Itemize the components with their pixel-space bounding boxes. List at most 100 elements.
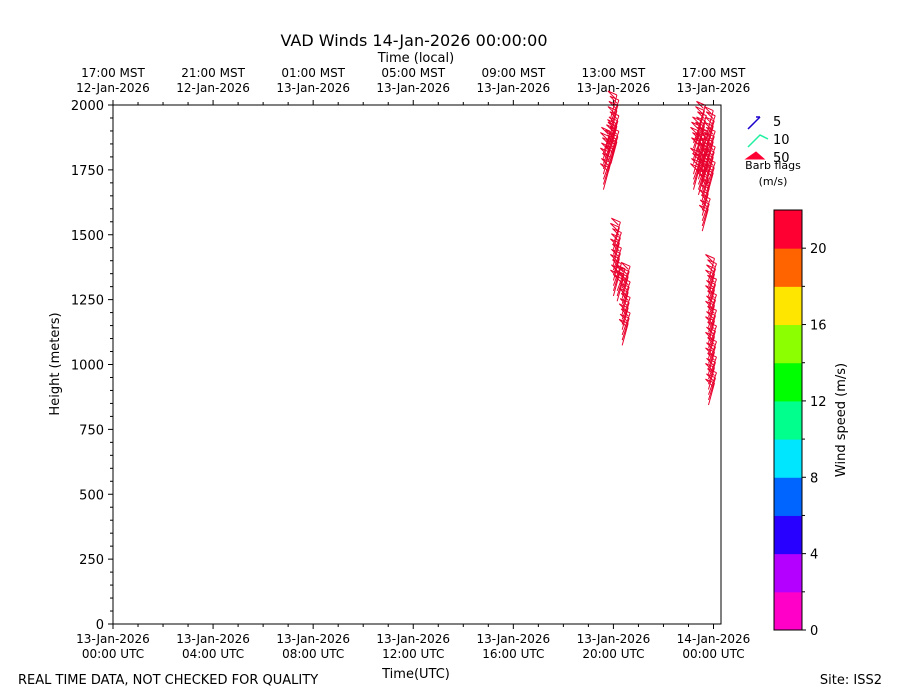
barb-staff <box>621 276 629 299</box>
barb-staff <box>612 247 622 271</box>
barb-staff <box>708 294 717 317</box>
barb-staff <box>610 105 619 128</box>
barb-staff <box>708 330 716 354</box>
wind-barb <box>610 222 620 250</box>
barb-staff <box>708 367 715 390</box>
x-tick-label-time: 08:00 UTC <box>282 647 344 661</box>
wind-barb <box>695 106 705 133</box>
barb-staff <box>706 146 716 170</box>
barb-staff <box>612 232 622 255</box>
wind-barb <box>601 126 611 154</box>
wind-barb <box>620 261 631 289</box>
colorbar-tick-label: 0 <box>810 624 818 639</box>
barb-staff <box>706 110 714 133</box>
barb-staff <box>708 341 717 364</box>
barb-staff <box>602 131 611 154</box>
wind-barb <box>703 106 714 133</box>
barb-flag <box>615 264 626 273</box>
barb-staff <box>698 136 706 159</box>
barb-staff <box>706 141 714 164</box>
y-tick-label: 750 <box>79 423 104 438</box>
barb-staff <box>610 141 618 164</box>
barb-legend-entry: 10 <box>747 133 790 148</box>
barb-staff <box>621 302 630 325</box>
barb-staff <box>708 284 716 307</box>
barb-staff <box>708 320 715 343</box>
barb-staff <box>701 177 709 201</box>
colorbar-segment <box>774 362 802 402</box>
top-tick-label-date: 13-Jan-2026 <box>677 81 751 95</box>
barb-staff <box>621 307 629 330</box>
barb-staff <box>616 268 626 292</box>
barb-staff <box>706 151 715 175</box>
barb-legend-units: (m/s) <box>759 175 788 188</box>
barb-legend-label: 5 <box>773 115 781 130</box>
barb-staff <box>706 172 714 195</box>
chart-title: VAD Winds 14-Jan-2026 00:00:00 <box>280 31 547 50</box>
barb-staff <box>708 268 716 292</box>
x-tick-label-time: 04:00 UTC <box>182 647 244 661</box>
colorbar-label: Wind speed (m/s) <box>834 363 849 477</box>
x-axis-label: Time(UTC) <box>381 667 450 682</box>
barb-staff <box>706 162 716 185</box>
barb-staff <box>697 141 705 164</box>
barb-flag <box>696 100 706 109</box>
barb-staff <box>708 305 715 328</box>
barb-staff <box>708 325 717 349</box>
x-tick-label-date: 13-Jan-2026 <box>477 632 551 646</box>
wind-barb <box>696 100 706 128</box>
barb-staff <box>706 120 715 144</box>
colorbar-segment <box>774 591 802 631</box>
barb-staff <box>708 310 717 333</box>
barb-legend-entry: 50 <box>744 151 790 166</box>
top-axis-label: Time (local) <box>377 51 454 66</box>
barb-staff <box>698 105 706 128</box>
barb-staff <box>612 258 620 281</box>
barb-staff <box>706 167 715 190</box>
barb-staff <box>698 115 707 138</box>
barb-legend-swatch <box>747 116 761 130</box>
barb-staff <box>612 263 622 286</box>
barb-flag <box>618 272 629 281</box>
colorbar-tick-label: 16 <box>810 319 827 334</box>
plot-area-frame <box>112 104 722 625</box>
barb-staff <box>708 289 715 312</box>
barb-staff <box>708 315 716 338</box>
barb-staff <box>612 273 620 297</box>
barb-staff <box>621 292 629 315</box>
barb-legend-label: 50 <box>773 151 790 166</box>
barb-staff <box>701 209 709 232</box>
barb-staff <box>708 263 717 286</box>
colorbar-segment <box>774 553 802 593</box>
wind-barb <box>619 267 630 294</box>
barb-staff <box>708 346 716 369</box>
wind-barb <box>611 217 621 245</box>
y-axis-label: Height (meters) <box>48 312 63 415</box>
barb-staff <box>621 297 631 320</box>
y-tick-label: 1500 <box>71 229 104 244</box>
colorbar-tick-label: 12 <box>810 395 827 410</box>
barb-staff <box>616 273 625 297</box>
barb-staff <box>708 336 715 359</box>
barb-staff <box>602 136 610 159</box>
site-label: Site: ISS2 <box>819 673 882 688</box>
barb-staff <box>706 115 716 138</box>
barb-flag <box>703 106 714 114</box>
barb-staff <box>612 237 621 260</box>
top-tick-label-date: 12-Jan-2026 <box>176 81 250 95</box>
wind-barb <box>618 272 629 299</box>
barb-staff <box>612 242 620 266</box>
barb-staff <box>708 372 717 395</box>
wind-barb <box>600 132 610 159</box>
barb-staff <box>610 110 618 133</box>
barb-staff <box>610 120 619 144</box>
top-tick-label-time: 13:00 MST <box>582 66 646 80</box>
barb-flag <box>610 222 620 231</box>
top-tick-label-time: 05:00 MST <box>381 66 445 80</box>
colorbar-segment <box>774 477 802 516</box>
x-tick-label-time: 16:00 UTC <box>482 647 544 661</box>
barb-staff <box>697 126 705 149</box>
wind-barb <box>613 274 624 302</box>
